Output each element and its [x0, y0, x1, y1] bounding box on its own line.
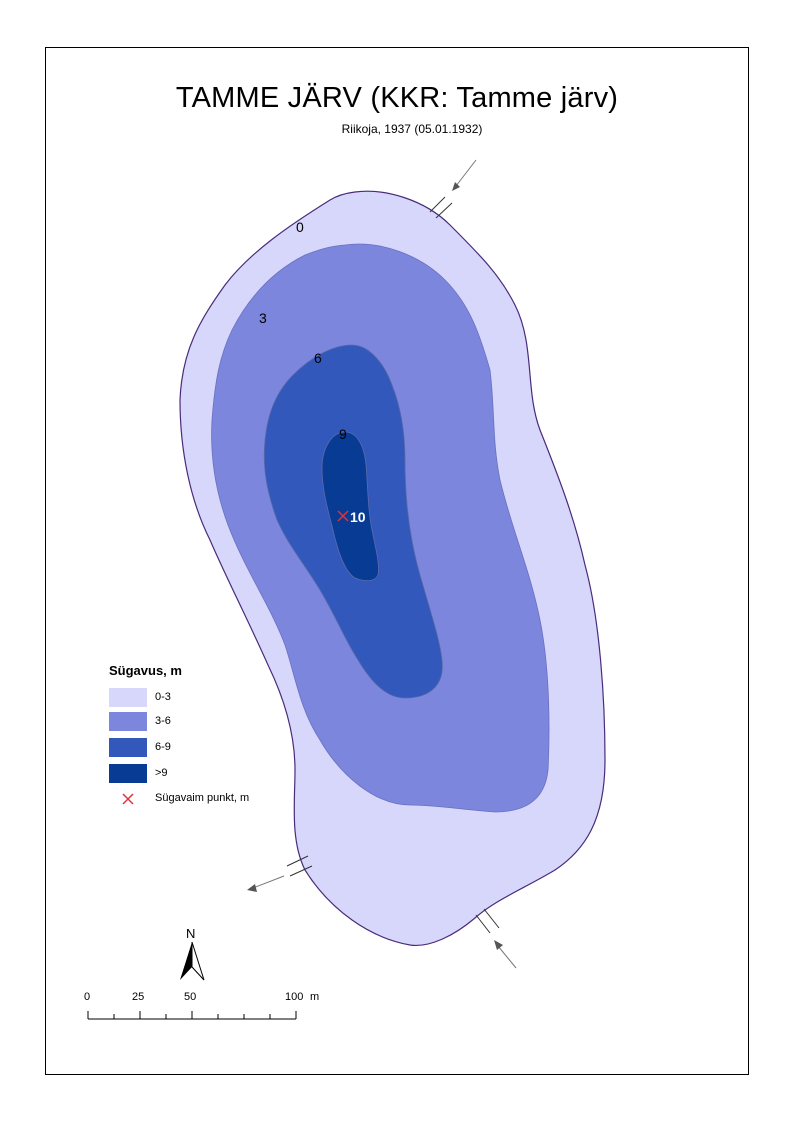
scale-label-100: 100 — [285, 991, 304, 1003]
legend-label-6-9: 6-9 — [155, 741, 171, 753]
north-arrow-icon — [180, 941, 205, 981]
map-subtitle: Riikoja, 1937 (05.01.1932) — [341, 122, 483, 136]
map-frame — [45, 47, 749, 1075]
outlet-left — [247, 855, 313, 892]
north-arrow-label: N — [186, 926, 195, 941]
contour-label-9: 9 — [339, 426, 347, 442]
deepest-point-value: 10 — [350, 509, 366, 525]
legend-swatch-0-3 — [109, 688, 147, 707]
legend-label-over-9: >9 — [155, 767, 168, 779]
map-title: TAMME JÄRV (KKR: Tamme järv) — [175, 82, 619, 114]
legend-deepest-icon — [122, 793, 134, 805]
deepest-point-marker — [337, 510, 349, 522]
scale-label-50: 50 — [184, 991, 197, 1003]
zone-over-9 — [321, 431, 379, 582]
scale-label-25: 25 — [132, 991, 145, 1003]
legend-label-deepest: Sügavaim punkt, m — [155, 792, 250, 804]
scale-label-0: 0 — [84, 991, 91, 1003]
legend-swatch-3-6 — [109, 712, 147, 731]
legend-label-0-3: 0-3 — [155, 691, 171, 703]
scale-label-unit: m — [310, 991, 320, 1003]
legend-swatch-6-9 — [109, 738, 147, 757]
scale-bar — [87, 1011, 297, 1020]
legend-swatch-over-9 — [109, 764, 147, 783]
inlet-top — [429, 159, 477, 219]
inlet-bottom — [475, 908, 517, 969]
legend-label-3-6: 3-6 — [155, 715, 171, 727]
contour-label-6: 6 — [314, 350, 322, 366]
legend-title: Sügavus, m — [109, 663, 182, 678]
contour-label-3: 3 — [259, 310, 267, 326]
contour-label-0: 0 — [296, 219, 304, 235]
